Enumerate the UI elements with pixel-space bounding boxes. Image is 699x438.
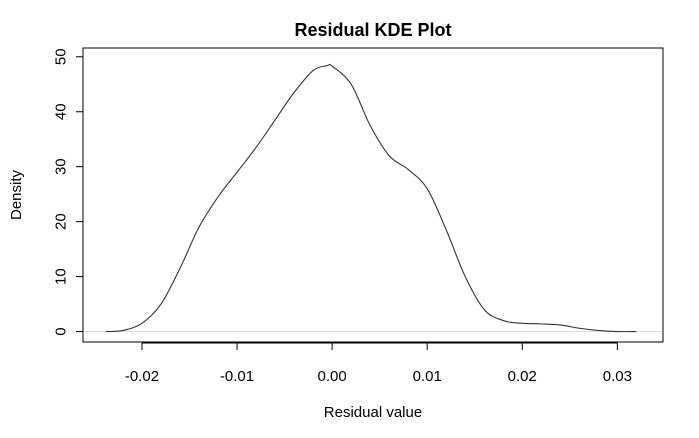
chart-title: Residual KDE Plot: [294, 20, 451, 40]
x-tick-label: 0.03: [603, 368, 632, 385]
y-axis-label: Density: [8, 169, 25, 220]
x-tick-label: -0.01: [220, 368, 254, 385]
y-tick-label: 0: [53, 327, 70, 335]
y-tick-label: 30: [53, 158, 70, 175]
y-tick-label: 50: [53, 48, 70, 65]
x-tick-label: 0.00: [318, 368, 347, 385]
plot-frame: [82, 47, 664, 343]
x-tick-label: 0.02: [508, 368, 537, 385]
y-tick-label: 10: [53, 268, 70, 285]
y-tick-label: 20: [53, 213, 70, 230]
x-axis: -0.02 -0.01 0.00 0.01 0.02 0.03: [125, 342, 632, 385]
y-tick-label: 40: [53, 103, 70, 120]
y-axis: 0 10 20 30 40 50: [53, 48, 84, 336]
kde-density-line: [105, 63, 637, 333]
x-axis-label: Residual value: [324, 404, 422, 421]
x-tick-label: -0.02: [125, 368, 159, 385]
x-tick-label: 0.01: [413, 368, 442, 385]
